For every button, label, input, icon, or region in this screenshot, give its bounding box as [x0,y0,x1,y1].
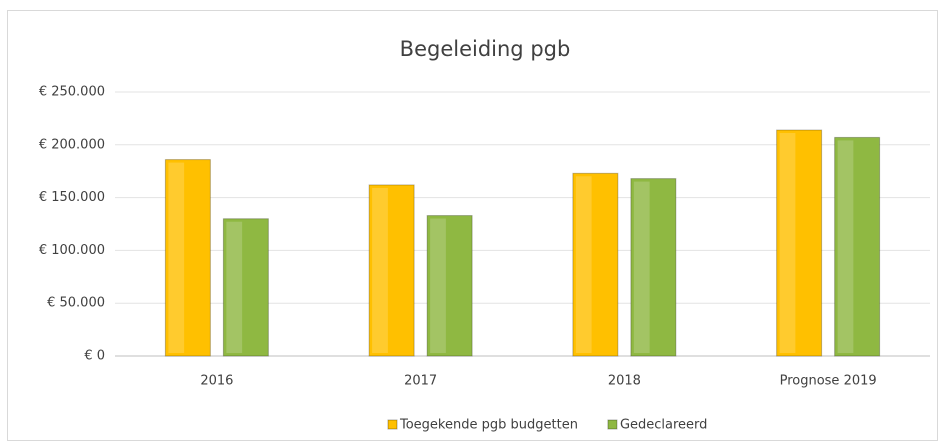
bar [572,172,619,357]
bar-shine [837,140,854,353]
y-tick-label: € 150.000 [39,190,105,205]
bar-shine [168,162,185,353]
y-tick-label: € 0 [84,349,105,364]
legend-label: Gedeclareerd [620,418,707,433]
bar-shine [633,181,650,353]
bar-shine [372,187,388,353]
bar [164,159,211,357]
bar-shine [226,221,243,353]
y-tick-label: € 50.000 [47,296,105,311]
bar [368,184,415,357]
bar-shine [430,218,446,353]
x-tick-label: 2016 [200,374,233,389]
bar [426,215,473,357]
legend-swatch [387,419,398,430]
y-tick-label: € 250.000 [39,85,105,100]
legend-swatch [607,419,618,430]
x-tick-label: Prognose 2019 [780,374,877,389]
bar-shine [575,176,592,353]
y-tick-label: € 200.000 [39,137,105,152]
bar [834,136,881,357]
chart-title: Begeleiding pgb [400,37,571,61]
x-tick-label: 2018 [608,374,641,389]
bar [630,178,677,357]
bar-shine [779,133,796,353]
x-tick-label: 2017 [404,374,437,389]
bar [222,218,269,357]
y-tick-label: € 100.000 [39,243,105,258]
legend-label: Toegekende pgb budgetten [399,418,578,433]
bar [776,129,823,357]
